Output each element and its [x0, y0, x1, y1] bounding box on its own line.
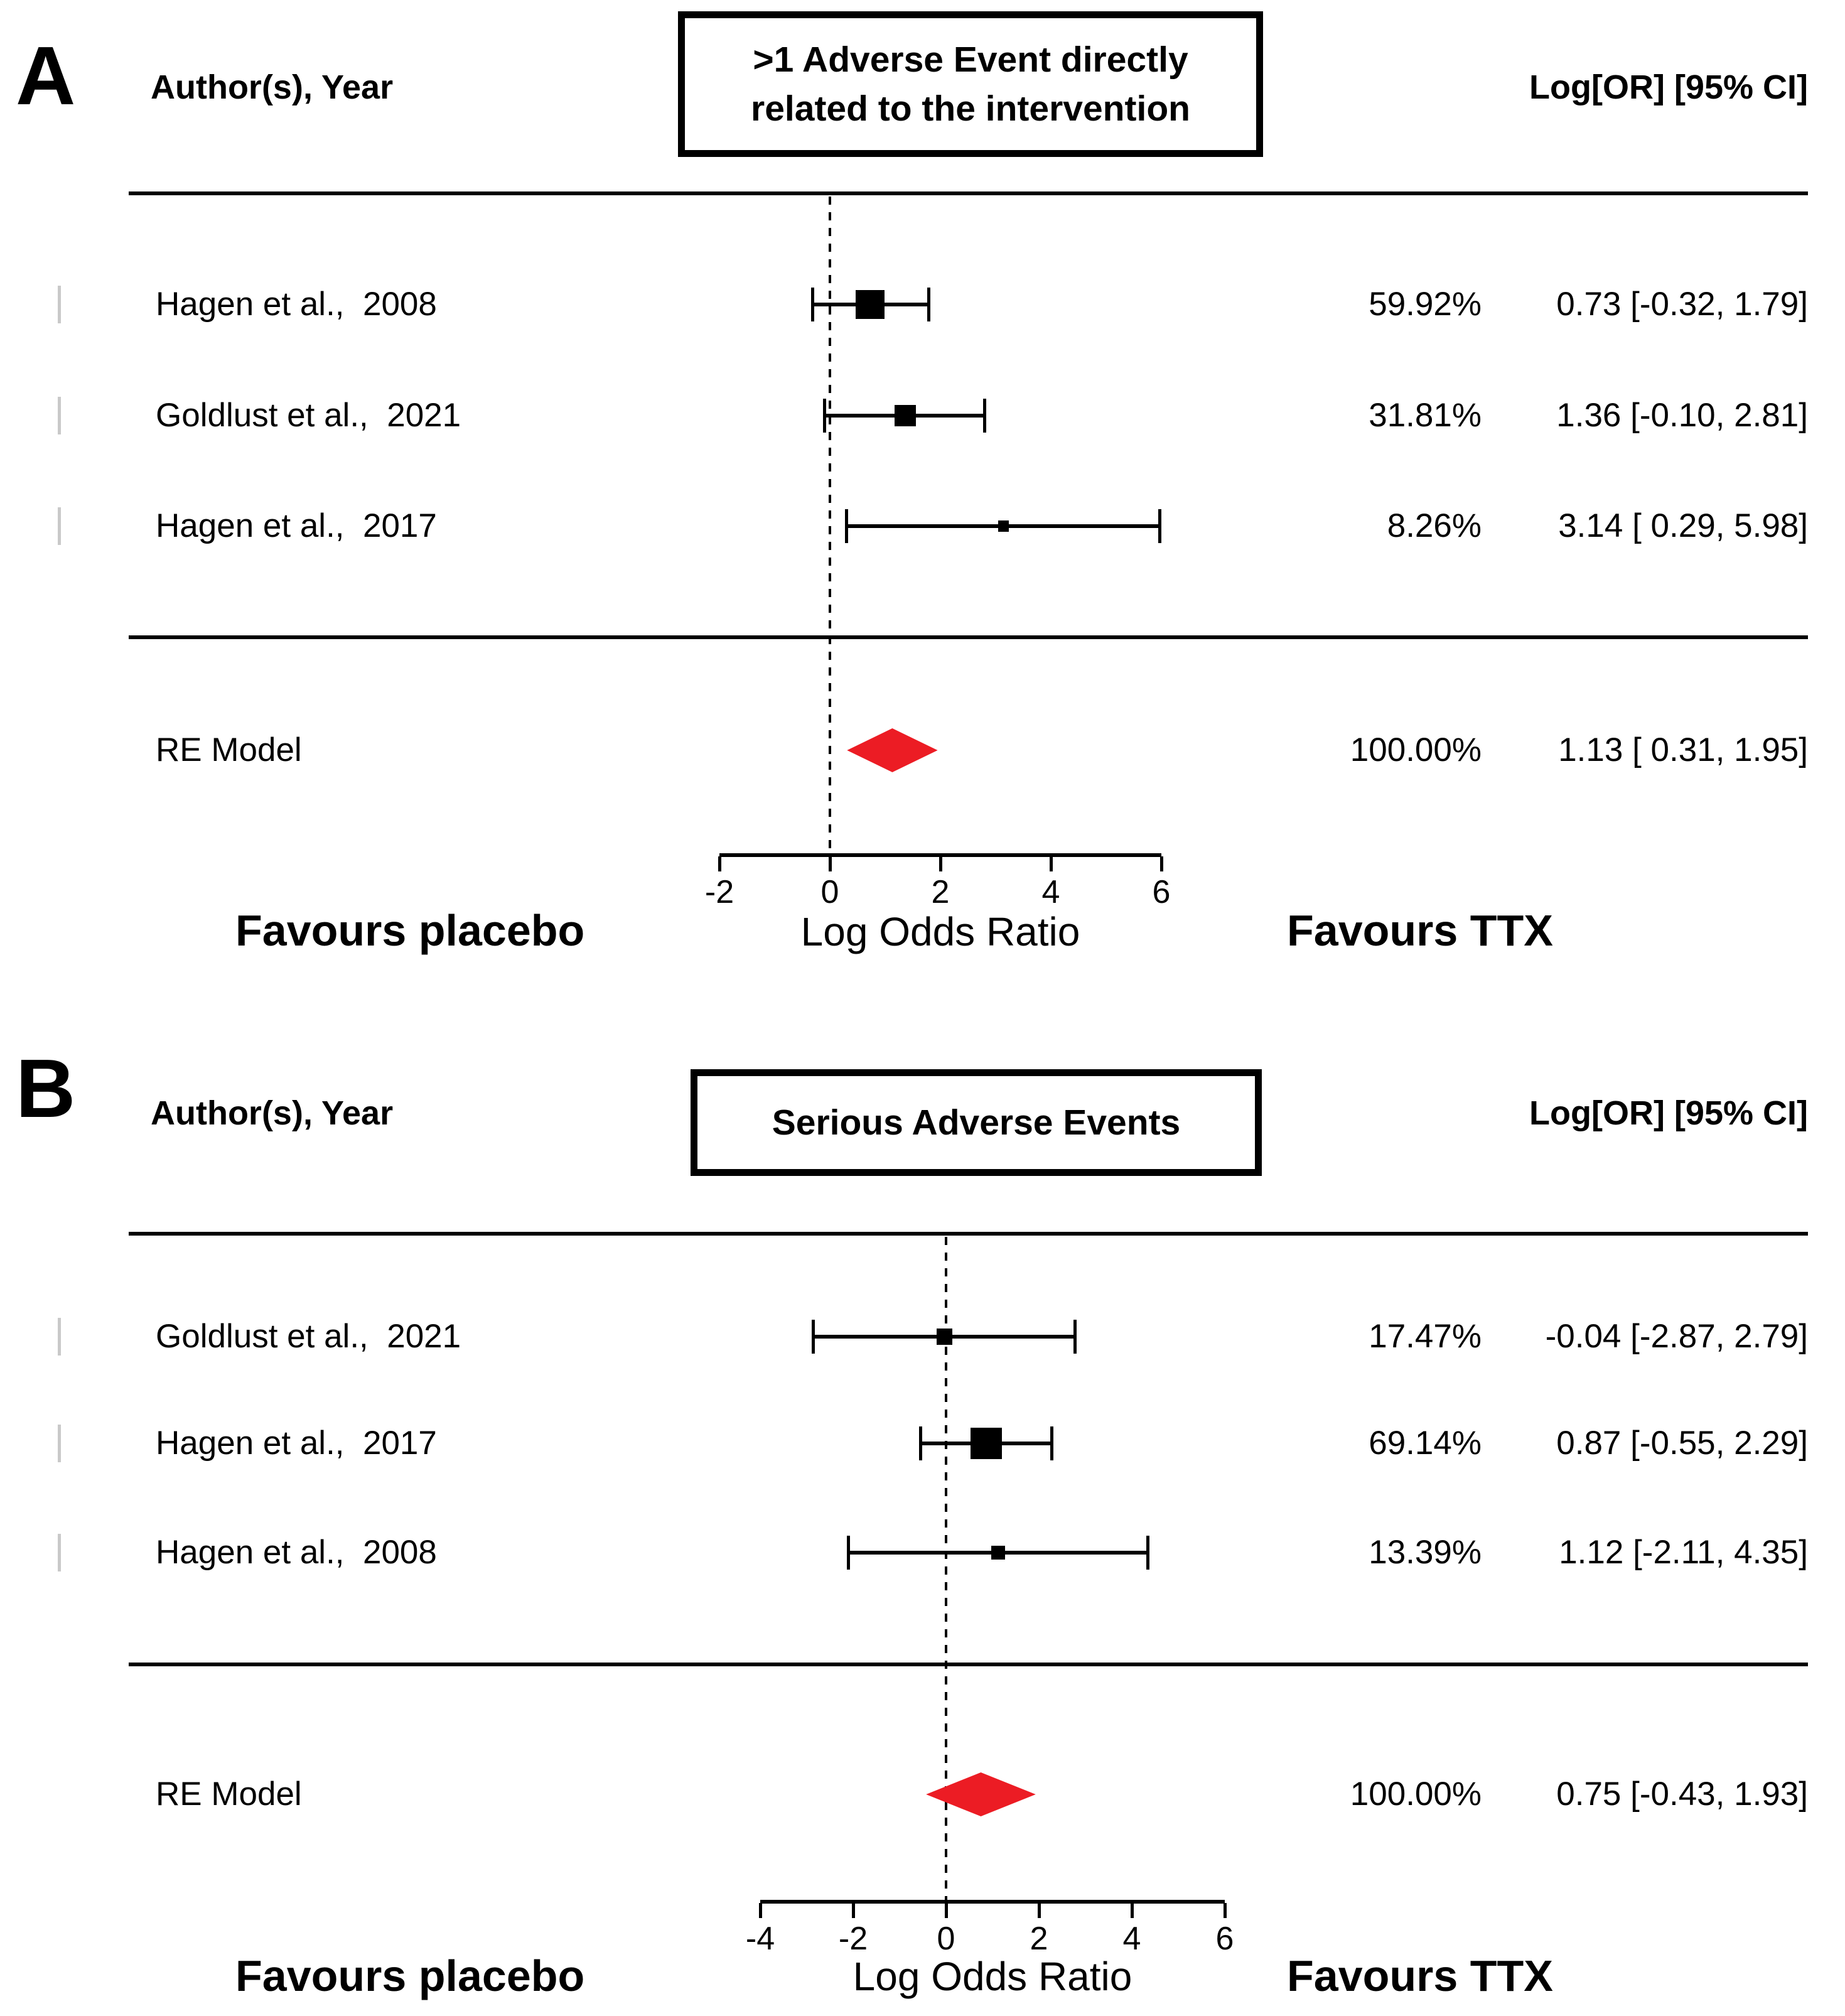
panel-b-study-estimate-ci: -0.04 [-2.87, 2.79]	[1545, 1318, 1808, 1355]
panel-a-ci-cap-right	[927, 288, 930, 321]
panel-b-x-axis-label: Log Odds Ratio	[853, 1954, 1132, 1999]
panel-b-ci-cap-right	[1073, 1320, 1077, 1354]
panel-b-x-axis-tick-label: 2	[1030, 1921, 1048, 1957]
panel-b-letter: B	[16, 1042, 76, 1135]
panel-b-x-axis-line	[760, 1900, 1225, 1904]
panel-b-ci-cap-left	[811, 1320, 815, 1354]
panel-a-x-axis-tick	[939, 856, 942, 871]
panel-b-estimate-square	[991, 1546, 1005, 1560]
panel-b-study-label: Hagen et al., 2008	[156, 1534, 437, 1571]
panel-a-study-label: Hagen et al., 2017	[156, 507, 437, 544]
panel-a-x-axis-tick	[1160, 856, 1163, 871]
panel-b-x-axis-tick-label: 6	[1215, 1921, 1234, 1957]
panel-a-study-label: Goldlust et al., 2021	[156, 397, 461, 434]
panel-a-row-guide-mark	[58, 286, 61, 323]
panel-b-zero-reference-line	[945, 1237, 947, 1900]
panel-a-x-axis-line	[719, 853, 1161, 857]
panel-a-estimate-square	[894, 405, 916, 426]
panel-a-author-year-header: Author(s), Year	[151, 68, 394, 106]
panel-b-study-estimate-ci: 1.12 [-2.11, 4.35]	[1559, 1534, 1808, 1571]
panel-b-header-separator-line	[129, 1232, 1808, 1236]
panel-a-favours-ttx-label: Favours TTX	[1287, 906, 1553, 955]
panel-b-study-weight: 13.39%	[1369, 1534, 1482, 1571]
panel-a-logor-ci-header: Log[OR] [95% CI]	[1529, 68, 1808, 106]
panel-b-summary-diamond	[926, 1772, 1036, 1816]
panel-b-summary-separator-line	[129, 1663, 1808, 1666]
panel-b-x-axis-tick	[1038, 1903, 1041, 1918]
panel-b-study-weight: 69.14%	[1369, 1425, 1482, 1462]
panel-b-row-guide-mark	[58, 1425, 61, 1462]
panel-a-study-estimate-ci: 3.14 [ 0.29, 5.98]	[1558, 507, 1808, 544]
panel-b-x-axis-tick-label: -4	[745, 1921, 775, 1957]
panel-a-x-axis-label: Log Odds Ratio	[800, 909, 1080, 954]
panel-a-zero-reference-line	[829, 197, 831, 854]
panel-a-x-axis-tick-label: 2	[931, 874, 950, 910]
panel-b-logor-ci-header: Log[OR] [95% CI]	[1529, 1094, 1808, 1132]
panel-b-study-label: Hagen et al., 2017	[156, 1425, 437, 1462]
panel-a-summary-weight: 100.00%	[1350, 731, 1482, 768]
panel-b-x-axis-tick	[1131, 1903, 1134, 1918]
panel-a-summary-estimate-ci: 1.13 [ 0.31, 1.95]	[1558, 731, 1808, 768]
panel-a-header-separator-line	[129, 191, 1808, 195]
panel-a-row-guide-mark	[58, 507, 61, 545]
panel-b-x-axis-tick	[1224, 1903, 1227, 1918]
panel-b-favours-ttx-label: Favours TTX	[1287, 1951, 1553, 2000]
panel-b-estimate-square	[971, 1428, 1003, 1459]
panel-a-x-axis-tick-label: 6	[1152, 874, 1171, 910]
panel-a-ci-cap-right	[1158, 509, 1162, 543]
panel-b-x-axis-tick-label: -2	[838, 1921, 868, 1957]
panel-a-summary-diamond	[847, 728, 938, 772]
panel-a-title-line-1: >1 Adverse Event directly	[753, 40, 1188, 80]
panel-b-study-weight: 17.47%	[1369, 1318, 1482, 1355]
panel-a-summary-label: RE Model	[156, 731, 302, 768]
panel-a-x-axis-tick-label: 4	[1041, 874, 1060, 910]
panel-b-x-axis-tick	[945, 1903, 948, 1918]
panel-b-x-axis-tick-label: 0	[937, 1921, 955, 1957]
panel-a-ci-cap-left	[844, 509, 848, 543]
panel-b-x-axis-tick-label: 4	[1122, 1921, 1141, 1957]
panel-b-ci-cap-left	[846, 1536, 850, 1570]
panel-b-ci-cap-right	[1050, 1426, 1054, 1460]
panel-a-study-label: Hagen et al., 2008	[156, 286, 437, 323]
panel-b-row-guide-mark	[58, 1318, 61, 1356]
panel-a-summary-separator-line	[129, 635, 1808, 639]
panel-a-study-weight: 31.81%	[1369, 397, 1482, 434]
panel-a-study-weight: 59.92%	[1369, 286, 1482, 323]
panel-a-x-axis-tick	[718, 856, 721, 871]
panel-a-estimate-square	[998, 520, 1009, 532]
panel-b-ci-cap-right	[1146, 1536, 1149, 1570]
panel-b-summary-weight: 100.00%	[1350, 1776, 1482, 1813]
panel-a-x-axis-tick-label: 0	[820, 874, 839, 910]
panel-a-title-line-2: related to the intervention	[751, 89, 1190, 129]
panel-b-study-label: Goldlust et al., 2021	[156, 1318, 461, 1355]
panel-b-title-box: Serious Adverse Events	[691, 1069, 1262, 1176]
panel-a-study-estimate-ci: 0.73 [-0.32, 1.79]	[1556, 286, 1808, 323]
panel-a-ci-cap-left	[823, 399, 827, 433]
panel-a-ci-cap-left	[810, 288, 814, 321]
panel-a-favours-placebo-label: Favours placebo	[235, 906, 585, 955]
panel-a-letter: A	[16, 30, 76, 122]
panel-a-study-estimate-ci: 1.36 [-0.10, 2.81]	[1556, 397, 1808, 434]
panel-b-study-estimate-ci: 0.87 [-0.55, 2.29]	[1556, 1425, 1808, 1462]
panel-a-title-box: >1 Adverse Event directly related to the…	[678, 11, 1263, 157]
panel-b-favours-placebo-label: Favours placebo	[235, 1951, 585, 2000]
panel-b-ci-cap-left	[919, 1426, 923, 1460]
panel-b-author-year-header: Author(s), Year	[151, 1094, 394, 1132]
panel-a-estimate-square	[856, 289, 885, 320]
panel-a-row-guide-mark	[58, 397, 61, 434]
panel-a-study-weight: 8.26%	[1387, 507, 1482, 544]
panel-b-title-line-1: Serious Adverse Events	[772, 1102, 1181, 1143]
panel-a-x-axis-tick	[1050, 856, 1053, 871]
panel-b-x-axis-tick	[852, 1903, 855, 1918]
panel-b-estimate-square	[936, 1329, 952, 1345]
panel-a-x-axis-tick-label: -2	[704, 874, 734, 910]
panel-a-x-axis-tick	[829, 856, 832, 871]
panel-a-ci-cap-right	[983, 399, 987, 433]
panel-b-x-axis-tick	[759, 1903, 762, 1918]
panel-b-row-guide-mark	[58, 1534, 61, 1571]
panel-b-summary-label: RE Model	[156, 1776, 302, 1813]
panel-b-summary-estimate-ci: 0.75 [-0.43, 1.93]	[1556, 1776, 1808, 1813]
